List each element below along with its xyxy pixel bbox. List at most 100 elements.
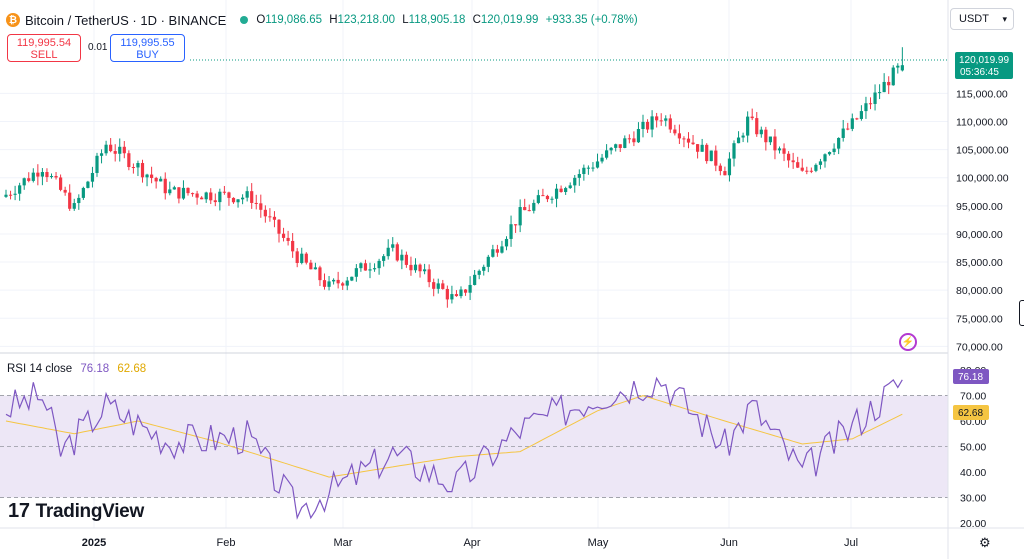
- price-tick-label: 80,000.00: [956, 285, 1003, 297]
- candle-body: [145, 174, 149, 178]
- candle-body: [527, 210, 531, 212]
- candle-body: [291, 240, 295, 252]
- candle-body: [504, 238, 509, 247]
- candle-body: [473, 274, 477, 285]
- candle-body: [618, 144, 622, 148]
- candle-body: [350, 276, 354, 281]
- candle-body: [72, 203, 76, 209]
- candle-body: [659, 120, 663, 122]
- candle-body: [304, 253, 308, 263]
- change-value: +933.35 (+0.78%): [545, 14, 638, 26]
- candle-body: [777, 148, 782, 151]
- candle-body: [809, 170, 813, 172]
- candle-body: [632, 138, 636, 143]
- candle-body: [127, 153, 131, 168]
- candle-body: [837, 137, 841, 149]
- candle-body: [454, 294, 459, 297]
- rsi-legend-value: 76.18: [80, 363, 110, 375]
- rsi-tick-label: 70.00: [960, 391, 986, 403]
- candle-body: [805, 170, 809, 172]
- candle-body: [136, 163, 140, 168]
- time-tick-label: Apr: [463, 537, 480, 549]
- time-axis[interactable]: 2025 Feb Mar Apr May Jun Jul: [82, 537, 858, 549]
- symbol-title[interactable]: Bitcoin / TetherUS · 1D · BINANCE: [25, 12, 227, 28]
- candle-body: [368, 269, 372, 271]
- candle-body: [122, 146, 126, 154]
- open-value: 119,086.65: [265, 14, 322, 26]
- candle-body: [823, 154, 827, 162]
- candle-body: [436, 283, 440, 289]
- candle-body: [614, 144, 618, 148]
- candle-body: [645, 121, 650, 130]
- rsi-ma-legend-value: 62.68: [117, 363, 147, 375]
- candle-body: [336, 279, 340, 284]
- candle-body: [200, 197, 204, 200]
- candle-body: [372, 268, 377, 270]
- candle-body: [86, 181, 90, 188]
- candle-body: [259, 203, 263, 210]
- candle-body: [818, 161, 823, 165]
- candle-body: [218, 191, 222, 203]
- time-tick-label: Mar: [334, 537, 353, 549]
- candle-body: [309, 262, 313, 270]
- candle-body: [550, 198, 554, 200]
- candle-body: [31, 172, 35, 181]
- candle-body: [18, 185, 22, 194]
- candle-body: [759, 129, 763, 135]
- candle-body: [736, 137, 741, 144]
- price-tick-label: 75,000.00: [956, 313, 1003, 325]
- candle-body: [54, 176, 58, 178]
- low-label: L: [402, 14, 409, 26]
- gear-icon[interactable]: ⚙: [979, 535, 991, 550]
- currency-selector[interactable]: USDT ▾: [950, 8, 1014, 30]
- price-axis[interactable]: 115,000.00 110,000.00 105,000.00 100,000.00…: [956, 88, 1009, 353]
- candle-body: [45, 172, 49, 178]
- candle-body: [482, 266, 486, 271]
- currency-label: USDT: [959, 13, 989, 25]
- spread-value: 0.01: [88, 42, 108, 53]
- candle-body: [118, 146, 122, 154]
- candle-body: [896, 65, 900, 68]
- candle-body: [295, 251, 299, 263]
- last-price-value: 120,019.99: [959, 55, 1009, 66]
- candle-body: [400, 254, 404, 261]
- candle-body: [718, 165, 722, 172]
- candle-body: [386, 247, 390, 257]
- candle-body: [441, 283, 445, 289]
- candle-body: [359, 263, 363, 269]
- candle-body: [341, 283, 345, 286]
- candle-body: [846, 128, 850, 130]
- candle-body: [382, 256, 386, 261]
- price-tick-label: 95,000.00: [956, 201, 1003, 213]
- candle-body: [204, 192, 208, 200]
- price-tick-label: 115,000.00: [956, 88, 1008, 100]
- candle-body: [787, 153, 791, 161]
- candle-body: [841, 128, 845, 138]
- candle-body: [900, 65, 904, 71]
- time-tick-label: 2025: [82, 537, 106, 549]
- candle-body: [623, 138, 627, 148]
- tradingview-logo[interactable]: 17 TradingView: [8, 500, 144, 523]
- high-label: H: [329, 14, 338, 26]
- buy-button[interactable]: 119,995.55 BUY: [110, 34, 185, 62]
- candle-body: [727, 158, 732, 176]
- candle-body: [686, 138, 691, 143]
- candle-body: [564, 188, 568, 192]
- candle-body: [887, 81, 891, 86]
- buy-label: BUY: [136, 49, 159, 61]
- candle-body: [855, 118, 859, 120]
- candlestick-series: [4, 47, 904, 308]
- sell-button[interactable]: 119,995.54 SELL: [7, 34, 81, 62]
- candle-body: [500, 246, 504, 253]
- rsi-legend[interactable]: RSI 14 close 76.18 62.68: [7, 363, 146, 375]
- price-tick-label: 70,000.00: [956, 341, 1003, 353]
- flash-icon[interactable]: ⚡: [899, 333, 917, 351]
- side-panel-handle[interactable]: [1019, 300, 1024, 326]
- candle-body: [59, 177, 63, 190]
- market-status-icon[interactable]: [240, 16, 249, 24]
- candle-body: [705, 144, 709, 162]
- candle-body: [68, 192, 72, 209]
- close-label: C: [472, 14, 481, 26]
- price-tick-label: 100,000.00: [956, 173, 1009, 185]
